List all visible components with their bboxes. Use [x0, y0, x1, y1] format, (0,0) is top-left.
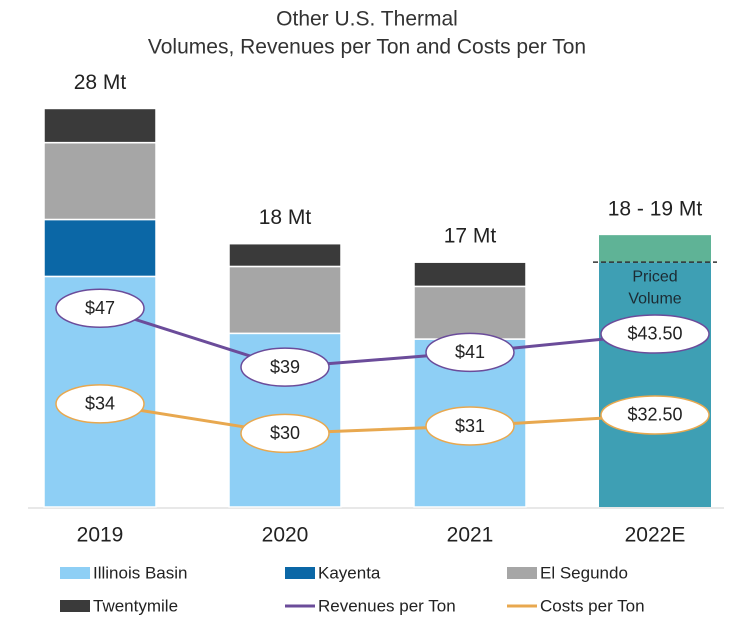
line-series: [99, 306, 656, 369]
data-label: $39: [270, 357, 300, 377]
total-label: 28 Mt: [74, 71, 127, 94]
data-label-bubble: [55, 288, 145, 328]
data-label-bubble: [240, 413, 330, 454]
legend-swatch: [285, 567, 315, 579]
unpriced-bar: [599, 235, 711, 263]
legend-label: Revenues per Ton: [318, 596, 456, 615]
priced-bar: [599, 262, 711, 507]
x-tick-label: 2021: [447, 524, 494, 547]
legend-label: Costs per Ton: [540, 596, 645, 615]
data-label: $30: [270, 423, 300, 443]
bar-segment: [413, 261, 527, 288]
data-label-bubble: [600, 395, 710, 435]
data-label-bubble: [600, 314, 710, 354]
legend-swatch: [60, 567, 90, 579]
legend-swatch: [507, 567, 537, 579]
data-label-bubble: [425, 332, 515, 373]
total-label: 18 - 19 Mt: [608, 198, 703, 221]
line-series: [99, 402, 656, 435]
data-label: $43.50: [627, 324, 682, 344]
x-tick-label: 2020: [262, 524, 309, 547]
data-label-bubble: [55, 384, 145, 424]
data-label: $31: [455, 416, 485, 436]
x-tick-label: 2022E: [625, 524, 686, 547]
legend-swatch: [60, 600, 90, 612]
data-label-bubble: [240, 347, 330, 387]
chart-subtitle: Volumes, Revenues per Ton and Costs per …: [148, 36, 586, 59]
legend-label: Illinois Basin: [93, 563, 188, 582]
data-label: $47: [85, 298, 115, 318]
data-label: $34: [85, 394, 115, 414]
chart-title: Other U.S. Thermal: [276, 8, 458, 31]
priced-annotation: Volume: [628, 290, 681, 307]
bar-segment: [43, 107, 157, 144]
bar-segment: [228, 242, 342, 268]
x-tick-label: 2019: [77, 524, 124, 547]
bar-segment: [413, 285, 527, 340]
legend-label: Kayenta: [318, 563, 381, 582]
bar-segment: [228, 265, 342, 335]
data-label: $32.50: [627, 405, 682, 425]
legend-label: Twentymile: [93, 596, 178, 615]
bar-segment: [43, 141, 157, 221]
legend-label: El Segundo: [540, 563, 628, 582]
total-label: 18 Mt: [259, 206, 312, 229]
data-label: $41: [455, 342, 485, 362]
data-label-bubble: [425, 406, 515, 446]
bar-segment: [43, 218, 157, 278]
priced-annotation: Priced: [632, 268, 677, 285]
total-label: 17 Mt: [444, 225, 497, 248]
